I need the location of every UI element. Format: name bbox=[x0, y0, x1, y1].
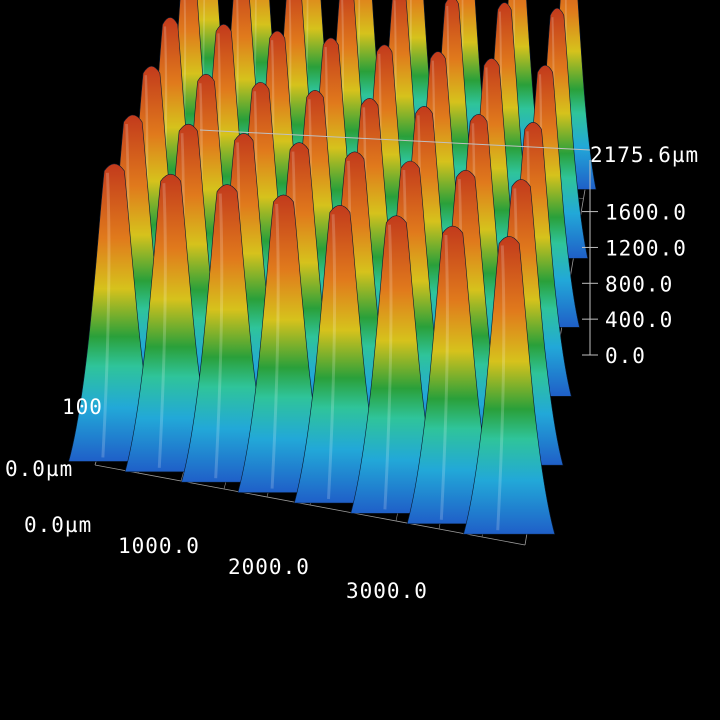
y-axis-partial-label: 100 bbox=[62, 395, 103, 419]
peak-highlight bbox=[270, 203, 280, 489]
z-axis-labels: 1600.0 1200.0 800.0 400.0 0.0 bbox=[605, 201, 687, 368]
z-axis-tick-label: 1200.0 bbox=[605, 236, 687, 260]
surface-peak bbox=[124, 173, 217, 473]
z-axis-frame bbox=[199, 129, 591, 355]
surface-peak bbox=[406, 225, 499, 525]
x-axis-tick-label: 3000.0 bbox=[346, 579, 428, 603]
peak-highlight bbox=[101, 172, 111, 458]
peak-highlight bbox=[214, 193, 224, 479]
peak-highlight bbox=[157, 183, 167, 468]
surface-peak bbox=[463, 236, 556, 535]
z-axis-tick-label: 400.0 bbox=[605, 308, 673, 332]
surface-peak bbox=[68, 163, 161, 462]
peaks bbox=[68, 0, 597, 535]
x-axis-tick-label: 1000.0 bbox=[118, 534, 200, 558]
y-axis-origin-label: 0.0µm bbox=[5, 457, 73, 481]
x-axis-origin-label: 0.0µm bbox=[24, 513, 92, 537]
x-axis-tick-label: 2000.0 bbox=[228, 555, 310, 579]
surface-peak bbox=[237, 194, 330, 493]
z-axis-max-label: 2175.6µm bbox=[590, 143, 699, 167]
peak-highlight bbox=[439, 235, 449, 520]
surface-peak bbox=[181, 184, 274, 483]
peak-highlight bbox=[383, 224, 393, 510]
z-axis-ticks bbox=[582, 211, 598, 356]
x-axis-labels: 1000.0 2000.0 3000.0 bbox=[118, 534, 428, 603]
peak-highlight bbox=[327, 214, 337, 500]
z-axis-tick-label: 800.0 bbox=[605, 272, 673, 296]
z-axis-tick-label: 1600.0 bbox=[605, 201, 687, 225]
surface-peak bbox=[293, 205, 386, 504]
z-axis-tick-label: 0.0 bbox=[605, 344, 646, 368]
peak-highlight bbox=[496, 245, 506, 531]
surface-peak bbox=[350, 215, 443, 514]
